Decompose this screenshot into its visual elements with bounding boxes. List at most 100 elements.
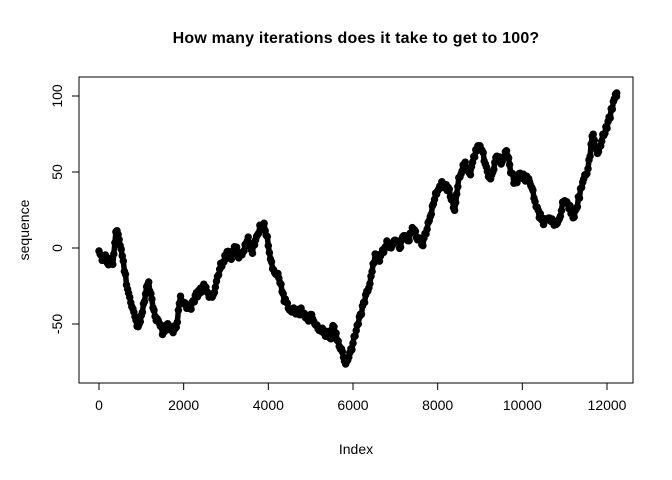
- data-point-marker: [396, 243, 405, 251]
- data-point-marker: [125, 293, 134, 301]
- data-point-marker: [187, 305, 195, 313]
- data-point-marker: [508, 169, 516, 177]
- data-point-marker: [445, 185, 454, 194]
- data-point-marker: [429, 200, 438, 208]
- data-point-marker: [307, 310, 316, 319]
- data-point-marker: [367, 272, 375, 281]
- data-point-marker: [342, 357, 351, 366]
- data-point-marker: [461, 158, 469, 166]
- series-line: [96, 90, 620, 367]
- data-point-marker: [352, 326, 360, 335]
- data-point-marker: [264, 242, 273, 250]
- data-point-marker: [332, 329, 340, 337]
- data-point-marker: [129, 305, 137, 313]
- data-point-marker: [450, 206, 459, 215]
- data-point-marker: [361, 291, 370, 299]
- data-point-marker: [552, 220, 560, 229]
- data-point-marker: [590, 136, 599, 144]
- data-point-marker: [529, 186, 537, 195]
- data-point-marker: [281, 295, 290, 303]
- data-point-marker: [366, 279, 374, 288]
- data-point-marker: [364, 287, 372, 295]
- data-point-marker: [122, 281, 131, 289]
- data-point-marker: [118, 252, 127, 260]
- data-point-marker: [479, 148, 487, 157]
- data-point-marker: [513, 178, 521, 187]
- data-point-marker: [369, 260, 377, 268]
- data-point-marker: [586, 152, 594, 160]
- x-tick-label: 2000: [168, 397, 199, 413]
- data-point-marker: [304, 317, 313, 325]
- data-point-marker: [277, 280, 285, 289]
- data-point-marker: [325, 333, 334, 342]
- data-point-marker: [109, 260, 117, 269]
- data-point-marker: [577, 183, 586, 192]
- data-point-marker: [349, 339, 357, 348]
- data-point-marker: [172, 323, 181, 331]
- data-point-marker: [530, 194, 538, 202]
- x-tick-label: 6000: [337, 397, 368, 413]
- data-point-marker: [110, 250, 118, 258]
- data-point-marker: [360, 298, 369, 307]
- data-point-marker: [100, 252, 109, 261]
- data-point-marker: [579, 175, 588, 183]
- y-tick-label: 0: [49, 244, 65, 252]
- data-point-marker: [260, 219, 268, 228]
- data-point-marker: [276, 279, 284, 287]
- data-point-marker: [575, 194, 584, 202]
- plot-border: [78, 76, 634, 384]
- data-point-marker: [596, 142, 605, 150]
- data-point-marker: [263, 232, 272, 241]
- data-point-marker: [354, 320, 363, 328]
- data-point-marker: [254, 230, 262, 239]
- data-point-marker: [501, 148, 510, 156]
- data-point-marker: [171, 324, 179, 333]
- data-point-marker: [505, 160, 514, 169]
- data-point-marker: [113, 226, 121, 235]
- data-point-marker: [612, 92, 621, 101]
- data-point-marker: [353, 321, 361, 330]
- data-point-marker: [490, 165, 498, 174]
- y-tick-label: 50: [49, 164, 65, 180]
- data-point-marker: [574, 193, 583, 201]
- data-point-marker: [576, 184, 585, 193]
- data-point-marker: [578, 178, 587, 186]
- data-point-marker: [357, 310, 366, 319]
- data-point-marker: [584, 165, 592, 173]
- data-point-marker: [365, 284, 373, 292]
- data-point-marker: [606, 114, 614, 122]
- x-tick-label: 4000: [253, 397, 284, 413]
- data-point-marker: [583, 169, 591, 178]
- data-point-marker: [262, 231, 270, 240]
- data-point-marker: [140, 297, 149, 306]
- data-point-marker: [117, 245, 125, 253]
- data-point-marker: [121, 270, 130, 279]
- data-point-marker: [232, 243, 241, 251]
- data-point-marker: [119, 257, 128, 265]
- data-point-marker: [324, 333, 333, 341]
- data-point-marker: [283, 299, 292, 307]
- data-point-marker: [255, 229, 263, 237]
- data-point-marker: [454, 183, 462, 191]
- x-tick-label: 10000: [503, 397, 542, 413]
- data-point-marker: [420, 234, 428, 242]
- data-point-marker: [585, 156, 593, 164]
- data-point-marker: [395, 244, 404, 253]
- data-point-marker: [573, 203, 582, 211]
- data-point-marker: [465, 169, 474, 177]
- data-point-marker: [127, 298, 135, 307]
- data-point-marker: [124, 289, 133, 297]
- data-point-marker: [168, 324, 176, 332]
- data-point-marker: [213, 272, 222, 281]
- data-point-marker: [368, 267, 376, 276]
- data-point-marker: [210, 288, 219, 297]
- data-point-marker: [476, 142, 484, 150]
- data-point-marker: [329, 321, 337, 330]
- data-point-marker: [451, 198, 460, 207]
- data-point-marker: [176, 292, 185, 300]
- data-point-marker: [452, 190, 461, 198]
- data-point-marker: [466, 170, 475, 179]
- data-point-marker: [405, 236, 413, 245]
- data-point-marker: [248, 249, 257, 257]
- data-point-marker: [566, 201, 574, 210]
